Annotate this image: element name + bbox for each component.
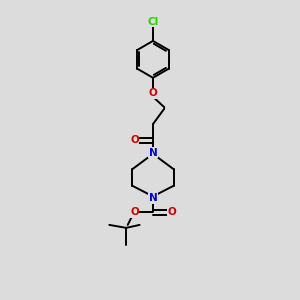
- Text: O: O: [148, 88, 157, 98]
- Text: O: O: [167, 207, 176, 218]
- Text: Cl: Cl: [147, 16, 159, 27]
- Text: O: O: [130, 136, 139, 146]
- Text: N: N: [148, 193, 157, 203]
- Text: O: O: [130, 207, 139, 218]
- Text: N: N: [148, 148, 157, 158]
